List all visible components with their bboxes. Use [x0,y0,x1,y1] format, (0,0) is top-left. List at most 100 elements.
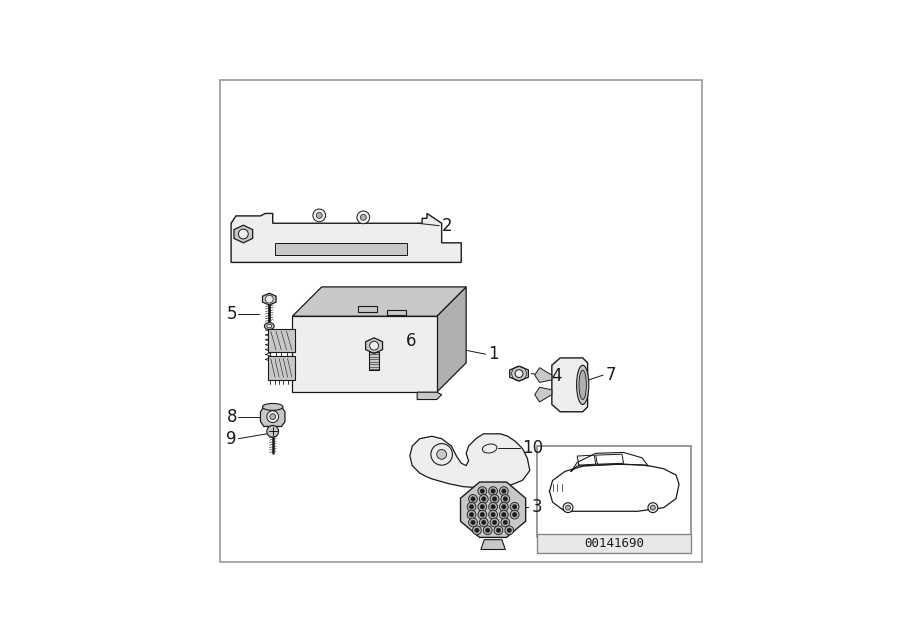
Circle shape [491,513,495,517]
Circle shape [510,510,519,519]
Circle shape [563,502,573,513]
Circle shape [478,502,487,511]
Polygon shape [535,387,552,402]
Ellipse shape [263,403,283,410]
Text: 7: 7 [606,366,616,384]
Circle shape [489,487,498,495]
Circle shape [471,520,475,525]
Circle shape [357,211,370,224]
Circle shape [489,502,498,511]
Circle shape [491,504,495,509]
Circle shape [565,505,571,510]
Circle shape [512,513,517,517]
Ellipse shape [577,365,589,404]
Text: 8: 8 [227,408,237,425]
Circle shape [469,513,473,517]
Text: 6: 6 [406,332,417,350]
Circle shape [480,518,488,527]
Circle shape [501,504,506,509]
Circle shape [270,414,275,420]
Ellipse shape [482,444,497,453]
Circle shape [482,520,486,525]
Ellipse shape [266,324,272,328]
Circle shape [266,295,274,303]
Circle shape [480,495,488,503]
Polygon shape [268,356,294,380]
Circle shape [266,425,279,437]
Ellipse shape [265,322,274,329]
Polygon shape [268,329,294,352]
Circle shape [503,497,508,501]
Circle shape [480,504,484,509]
Circle shape [266,411,279,422]
Circle shape [469,504,473,509]
Circle shape [491,495,499,503]
Circle shape [469,495,477,503]
FancyBboxPatch shape [537,534,691,553]
Circle shape [651,505,655,510]
Circle shape [501,518,509,527]
Circle shape [478,510,487,519]
Polygon shape [260,407,285,427]
Circle shape [515,370,523,378]
Circle shape [512,504,517,509]
Text: 4: 4 [551,367,562,385]
Circle shape [501,489,506,494]
Polygon shape [292,287,466,316]
Circle shape [370,342,379,350]
Circle shape [648,502,658,513]
Circle shape [496,528,500,532]
Circle shape [480,513,484,517]
FancyBboxPatch shape [358,307,377,312]
Polygon shape [263,293,276,305]
Circle shape [507,528,511,532]
FancyBboxPatch shape [387,310,406,315]
Circle shape [500,487,508,495]
Polygon shape [292,316,436,392]
Circle shape [489,510,498,519]
Circle shape [480,489,484,494]
Text: 1: 1 [488,345,499,363]
FancyBboxPatch shape [220,80,702,562]
Polygon shape [410,434,530,488]
Polygon shape [418,392,442,399]
Circle shape [482,497,486,501]
Text: 3: 3 [531,498,542,516]
Polygon shape [481,540,505,550]
Circle shape [431,444,453,465]
Circle shape [238,229,248,239]
Polygon shape [234,225,253,243]
Text: 00141690: 00141690 [584,537,644,550]
Circle shape [501,513,506,517]
Circle shape [505,526,514,535]
Polygon shape [535,368,552,382]
Circle shape [472,526,482,535]
Polygon shape [436,287,466,392]
Circle shape [483,526,492,535]
Circle shape [485,528,490,532]
Text: 2: 2 [442,217,453,235]
Polygon shape [365,338,382,354]
Circle shape [500,510,508,519]
Circle shape [360,214,366,220]
Circle shape [467,510,476,519]
Circle shape [316,212,322,218]
Circle shape [467,502,476,511]
Circle shape [501,495,509,503]
Ellipse shape [579,370,587,399]
Circle shape [474,528,479,532]
Circle shape [492,520,497,525]
Text: 9: 9 [227,430,237,448]
Circle shape [494,526,503,535]
Circle shape [492,497,497,501]
Polygon shape [369,352,379,370]
Text: 10: 10 [523,439,544,457]
Circle shape [500,502,508,511]
Circle shape [491,518,499,527]
Circle shape [313,209,326,222]
Circle shape [471,497,475,501]
Circle shape [510,502,519,511]
Circle shape [436,450,446,459]
Circle shape [469,518,477,527]
Circle shape [503,520,508,525]
